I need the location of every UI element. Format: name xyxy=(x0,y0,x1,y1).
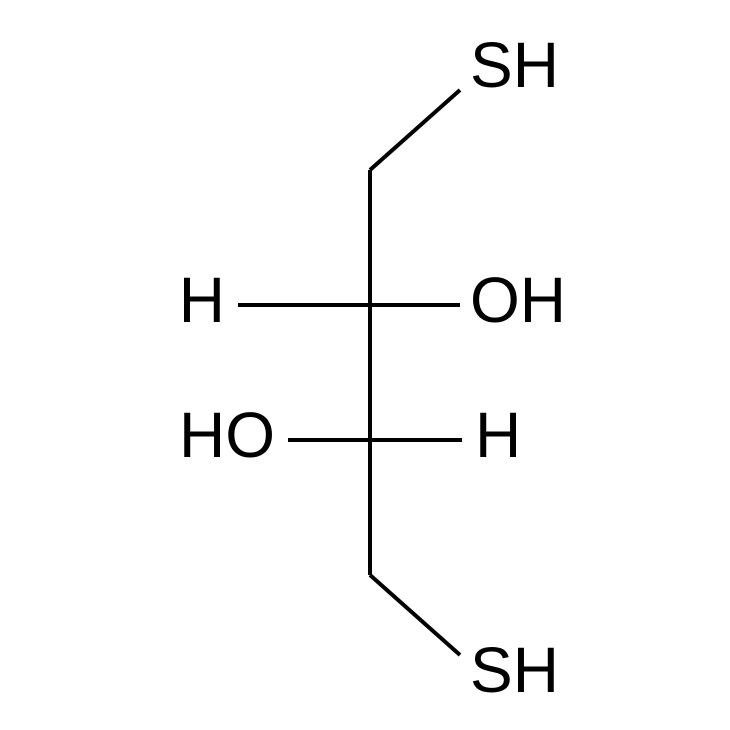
atoms-layer: SHHOHHOHSH xyxy=(179,29,566,706)
bond-c4-sh xyxy=(370,575,460,655)
atom-label-ho_c3: HO xyxy=(179,399,275,471)
bond-c1-sh xyxy=(370,90,460,170)
bonds-layer xyxy=(238,90,462,655)
atom-label-h_c3: H xyxy=(475,399,521,471)
atom-label-oh_c2: OH xyxy=(470,264,566,336)
atom-label-sh_top: SH xyxy=(470,29,559,101)
atom-label-h_c2: H xyxy=(179,264,225,336)
chemical-structure-diagram: SHHOHHOHSH xyxy=(0,0,730,730)
atom-label-sh_bottom: SH xyxy=(470,634,559,706)
